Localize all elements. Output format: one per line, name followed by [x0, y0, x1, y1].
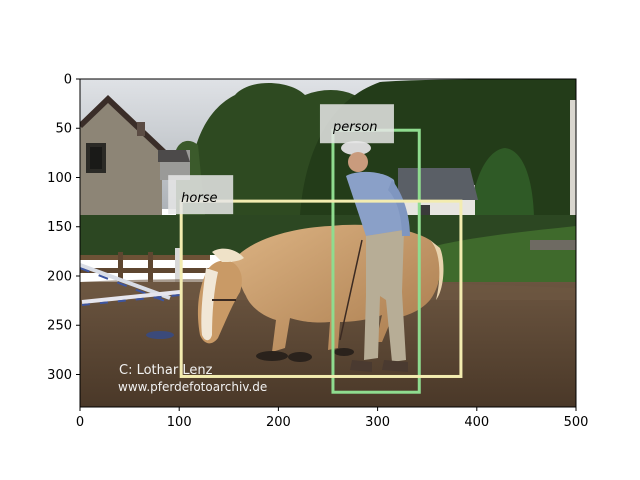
detection-person: person — [319, 104, 421, 394]
y-axis: 0 50 100 150 200 250 300 — [47, 73, 80, 383]
person-label-background — [319, 104, 394, 144]
photo-credit-line1: C: Lothar Lenz — [119, 363, 213, 378]
horse-bounding-box — [179, 199, 463, 378]
person — [339, 141, 410, 372]
y-tick-label: 100 — [47, 171, 72, 186]
y-tick-label: 250 — [47, 319, 72, 334]
x-tick-label: 300 — [365, 415, 390, 430]
horse-label: horse — [181, 191, 217, 206]
y-tick-label: 200 — [47, 269, 72, 284]
y-tick-label: 150 — [47, 220, 72, 235]
person-label: person — [332, 120, 378, 135]
detection-horse: horse — [168, 175, 463, 378]
x-tick-label: 500 — [564, 415, 589, 430]
x-tick-label: 200 — [266, 415, 291, 430]
y-tick-label: 0 — [64, 73, 72, 88]
x-tick-label: 0 — [76, 415, 84, 430]
x-axis: 0 100 200 300 400 500 — [76, 407, 589, 430]
y-tick-label: 300 — [47, 368, 72, 383]
x-tick-label: 400 — [464, 415, 489, 430]
stone-house — [80, 95, 190, 215]
wooden-fence — [80, 248, 210, 288]
y-tick-label: 50 — [55, 122, 72, 137]
photo-credit-line2: www.pferdefotoarchiv.de — [118, 380, 267, 394]
axes-frame — [79, 78, 577, 408]
horse-label-background — [168, 175, 234, 215]
jump-poles — [80, 263, 181, 339]
x-tick-label: 100 — [167, 415, 192, 430]
detection-overlays: person horse — [168, 104, 463, 394]
